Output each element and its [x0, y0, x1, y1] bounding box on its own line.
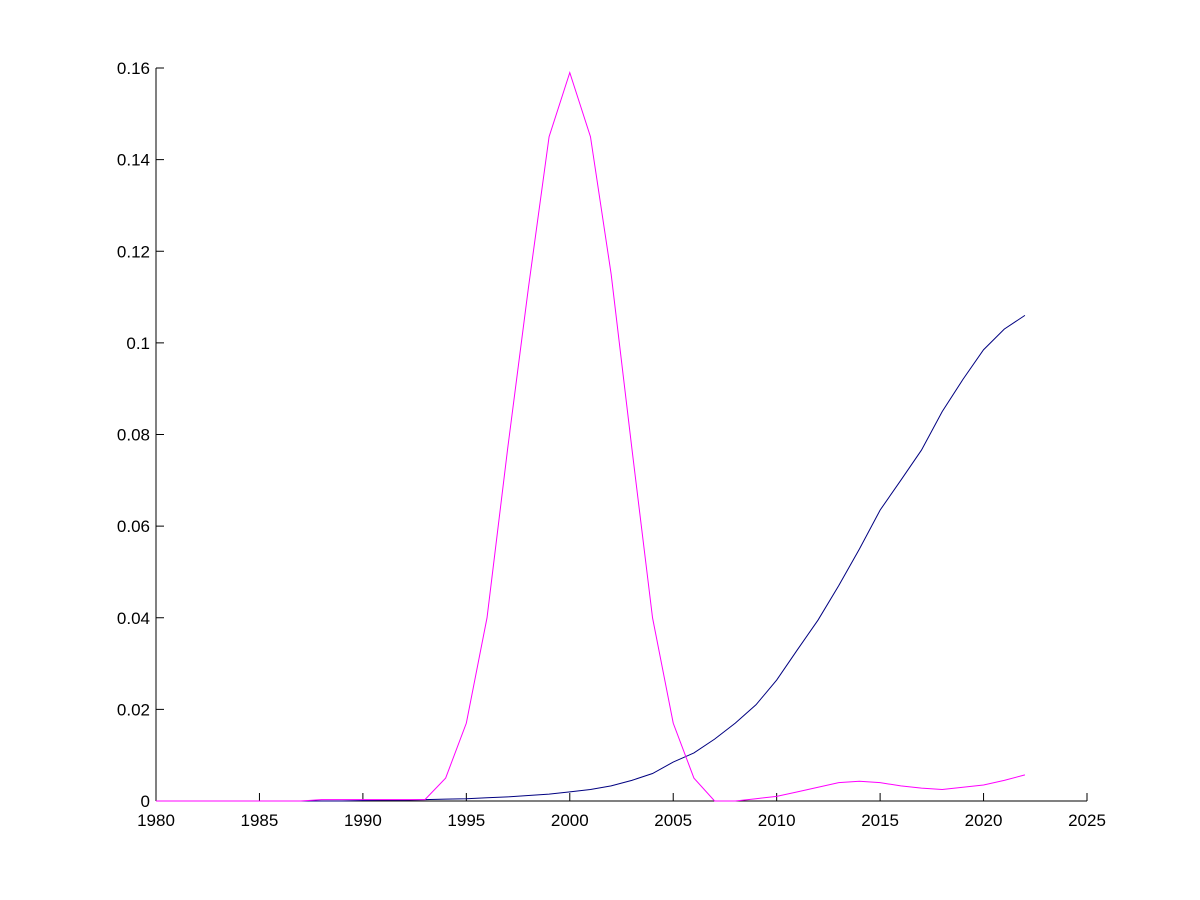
y-tick-label: 0.02: [117, 700, 150, 719]
x-tick-label: 2020: [965, 811, 1003, 830]
y-tick-label: 0.04: [117, 609, 150, 628]
x-tick-label: 2025: [1068, 811, 1106, 830]
data-line: [156, 70, 1026, 802]
y-tick-label: 0.06: [117, 517, 150, 536]
x-tick-label: 2015: [861, 811, 899, 830]
y-tick-label: 0.12: [117, 242, 150, 261]
x-tick-label: 2010: [758, 811, 796, 830]
x-tick-label: 1980: [137, 811, 175, 830]
x-tick-label: 2000: [551, 811, 589, 830]
x-tick-label: 2005: [654, 811, 692, 830]
x-tick-label: 1985: [241, 811, 279, 830]
y-tick-label: 0.14: [117, 151, 150, 170]
y-tick-label: 0: [141, 792, 150, 811]
data-line: [156, 314, 1026, 802]
y-tick-label: 0.16: [117, 59, 150, 78]
x-tick-label: 1990: [344, 811, 382, 830]
y-tick-label: 0.08: [117, 426, 150, 445]
y-tick-label: 0.1: [126, 334, 150, 353]
x-tick-label: 1995: [447, 811, 485, 830]
